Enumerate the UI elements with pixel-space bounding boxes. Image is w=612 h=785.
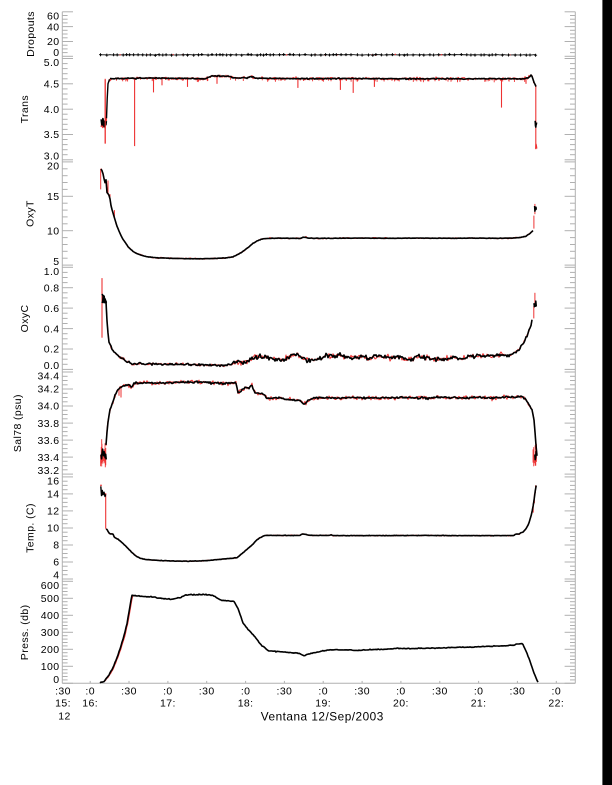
svg-text:20: 20	[47, 36, 59, 48]
svg-text:14: 14	[47, 489, 59, 501]
svg-text:8: 8	[53, 540, 59, 552]
svg-text::0: :0	[396, 685, 406, 697]
svg-text:12: 12	[47, 506, 59, 518]
svg-text:Sal78 (psu): Sal78 (psu)	[12, 394, 24, 452]
svg-text:0.2: 0.2	[44, 344, 60, 356]
svg-text:Dropouts: Dropouts	[25, 11, 37, 57]
svg-text::0: :0	[85, 685, 95, 697]
svg-text:16: 16	[47, 476, 59, 488]
svg-text:OxyC: OxyC	[19, 304, 31, 332]
svg-text:300: 300	[41, 627, 60, 639]
svg-text:100: 100	[41, 661, 60, 673]
svg-text:Ventana 12/Sep/2003: Ventana 12/Sep/2003	[261, 710, 384, 724]
svg-text::30: :30	[199, 685, 215, 697]
svg-text::0: :0	[241, 685, 251, 697]
svg-text::30: :30	[55, 685, 71, 697]
svg-text:200: 200	[41, 644, 60, 656]
svg-text::0: :0	[552, 685, 562, 697]
svg-text:19:: 19:	[315, 698, 331, 710]
svg-text:600: 600	[41, 580, 60, 592]
svg-text:33.2: 33.2	[37, 465, 59, 477]
svg-text:4.5: 4.5	[44, 79, 60, 91]
svg-text:Trans: Trans	[19, 95, 31, 123]
svg-text:4: 4	[53, 570, 59, 582]
svg-text:12: 12	[58, 711, 70, 723]
svg-text:18:: 18:	[238, 698, 254, 710]
svg-text:34.2: 34.2	[37, 384, 59, 396]
svg-text::30: :30	[277, 685, 293, 697]
svg-text:Temp. (C): Temp. (C)	[24, 503, 36, 553]
svg-text:OxyT: OxyT	[25, 200, 37, 227]
svg-text:34.0: 34.0	[37, 401, 59, 413]
svg-text:20: 20	[47, 161, 59, 173]
svg-text:400: 400	[41, 610, 60, 622]
svg-text:0.8: 0.8	[44, 282, 60, 294]
svg-text::30: :30	[121, 685, 137, 697]
svg-text:21:: 21:	[471, 698, 487, 710]
svg-text:20:: 20:	[393, 698, 409, 710]
svg-text:0.6: 0.6	[44, 303, 60, 315]
svg-text:10: 10	[47, 523, 59, 535]
svg-text:0.4: 0.4	[44, 323, 60, 335]
svg-text::30: :30	[510, 685, 526, 697]
svg-text:3.0: 3.0	[44, 151, 60, 163]
svg-text:3.5: 3.5	[44, 129, 60, 141]
svg-text:500: 500	[41, 593, 60, 605]
svg-text:5: 5	[53, 256, 59, 268]
svg-text:5.0: 5.0	[44, 57, 60, 69]
svg-text:15:: 15:	[55, 698, 71, 710]
svg-text::0: :0	[318, 685, 328, 697]
svg-text:33.8: 33.8	[37, 418, 59, 430]
svg-text::30: :30	[354, 685, 370, 697]
svg-text:0: 0	[53, 47, 59, 59]
svg-text:33.4: 33.4	[37, 452, 59, 464]
svg-text:16:: 16:	[82, 698, 98, 710]
svg-text:6: 6	[53, 557, 59, 569]
svg-text:10: 10	[47, 225, 59, 237]
svg-text:40: 40	[47, 21, 59, 33]
svg-text::30: :30	[432, 685, 448, 697]
svg-text::0: :0	[163, 685, 173, 697]
svg-text:Press. (db): Press. (db)	[19, 604, 31, 660]
svg-text:22:: 22:	[548, 698, 564, 710]
svg-text:33.6: 33.6	[37, 435, 59, 447]
svg-text:1.0: 1.0	[44, 266, 60, 278]
svg-text:0.0: 0.0	[44, 360, 60, 372]
svg-text:0: 0	[53, 674, 59, 686]
svg-text::0: :0	[474, 685, 484, 697]
svg-text:60: 60	[47, 11, 59, 23]
svg-text:4.0: 4.0	[44, 104, 60, 116]
svg-text:15: 15	[47, 191, 59, 203]
svg-text:17:: 17:	[160, 698, 176, 710]
svg-text:34.4: 34.4	[37, 371, 59, 383]
